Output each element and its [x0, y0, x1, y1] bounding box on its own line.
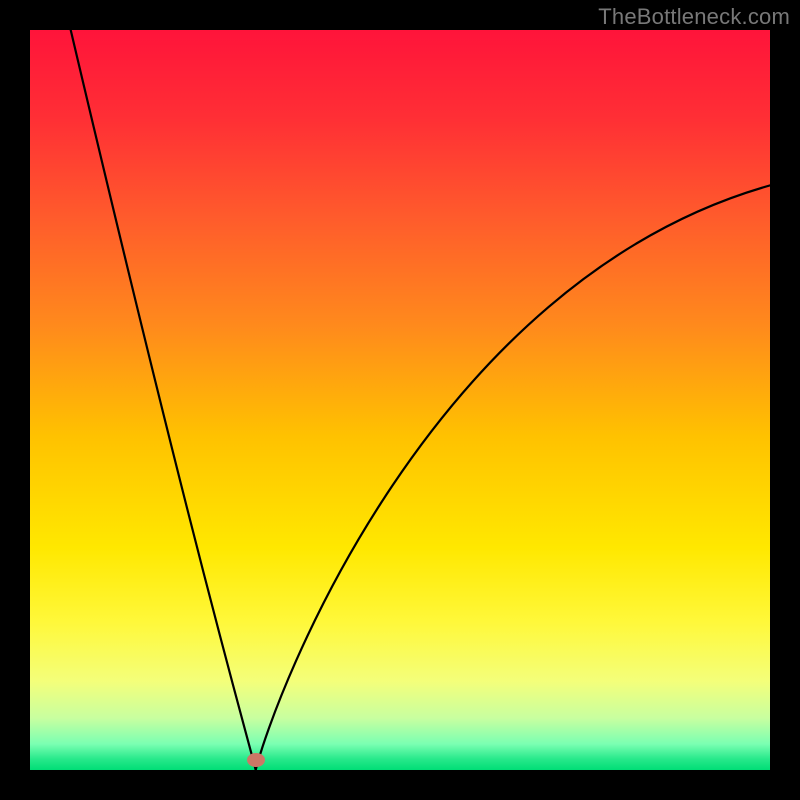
optimum-marker: [247, 753, 265, 767]
plot-area: [30, 30, 770, 770]
attribution-text: TheBottleneck.com: [598, 4, 790, 30]
bottleneck-curve: [30, 30, 770, 770]
